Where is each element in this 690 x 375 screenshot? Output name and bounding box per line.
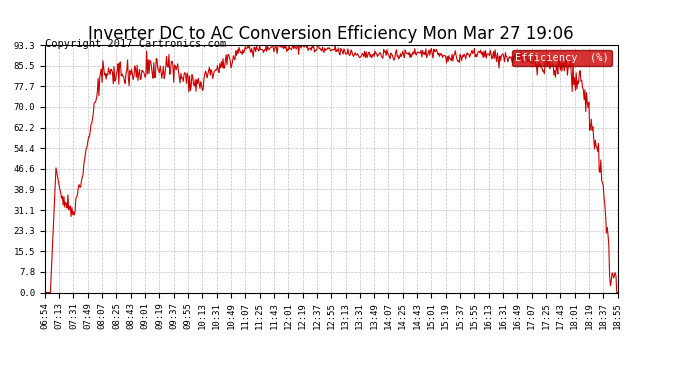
Text: Copyright 2017 Cartronics.com: Copyright 2017 Cartronics.com <box>45 39 226 50</box>
Title: Inverter DC to AC Conversion Efficiency Mon Mar 27 19:06: Inverter DC to AC Conversion Efficiency … <box>88 26 574 44</box>
Legend: Efficiency  (%): Efficiency (%) <box>513 50 612 66</box>
